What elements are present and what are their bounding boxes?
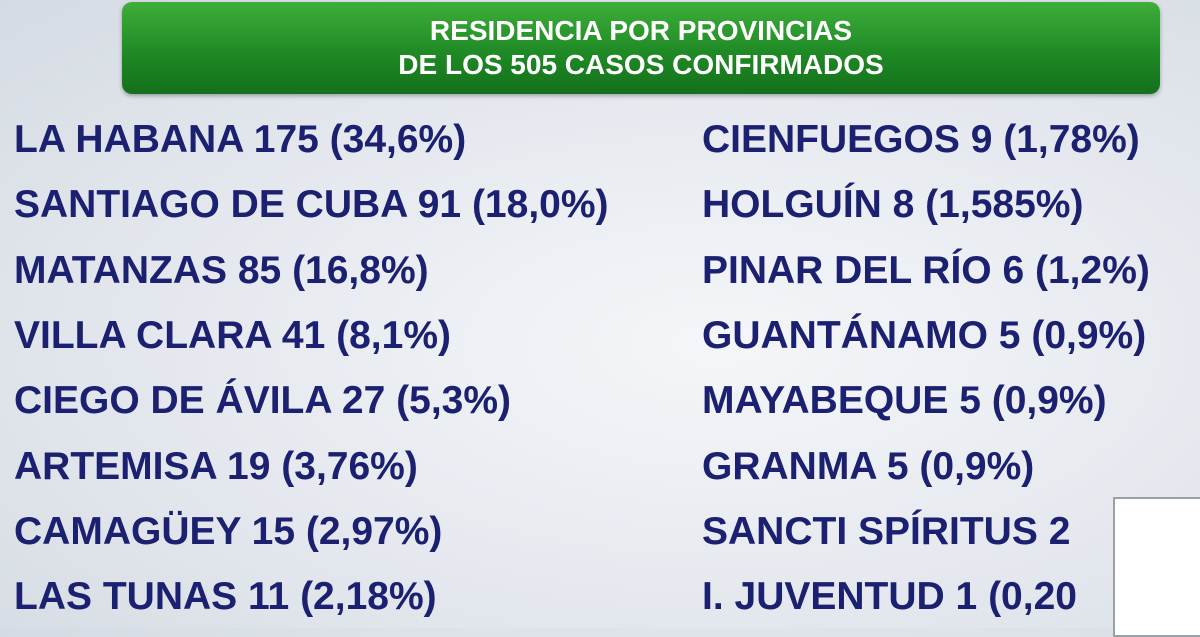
province-entry: MAYABEQUE 5 (0,9%) [702,379,1107,423]
province-entry: GUANTÁNAMO 5 (0,9%) [702,313,1147,357]
province-entry: CIENFUEGOS 9 (1,78%) [702,118,1140,161]
overlay-box [1113,497,1200,637]
province-entry: SANTIAGO DE CUBA 91 (18,0%) [14,183,609,227]
province-entry: GRANMA 5 (0,9%) [702,444,1035,488]
province-entry: I. JUVENTUD 1 (0,20 [702,575,1077,619]
province-entry: CIEGO DE ÁVILA 27 (5,3%) [14,379,512,423]
province-entry: PINAR DEL RÍO 6 (1,2%) [702,248,1150,292]
province-entry: CAMAGÜEY 15 (2,97%) [14,509,443,553]
province-entry: ARTEMISA 19 (3,76%) [14,444,418,488]
province-entry: MATANZAS 85 (16,8%) [14,248,429,292]
province-entry: LAS TUNAS 11 (2,18%) [14,575,437,619]
province-entry: VILLA CLARA 41 (8,1%) [14,313,451,357]
province-entry: SANCTI SPÍRITUS 2 [702,509,1071,553]
province-entry: HOLGUÍN 8 (1,585%) [702,183,1084,227]
title-banner: RESIDENCIA POR PROVINCIAS DE LOS 505 CASO… [122,2,1160,94]
province-entry: LA HABANA 175 (34,6%) [14,118,467,161]
title-line: DE LOS 505 CASOS CONFIRMADOS [398,49,884,80]
title-line: RESIDENCIA POR PROVINCIAS [429,15,853,46]
